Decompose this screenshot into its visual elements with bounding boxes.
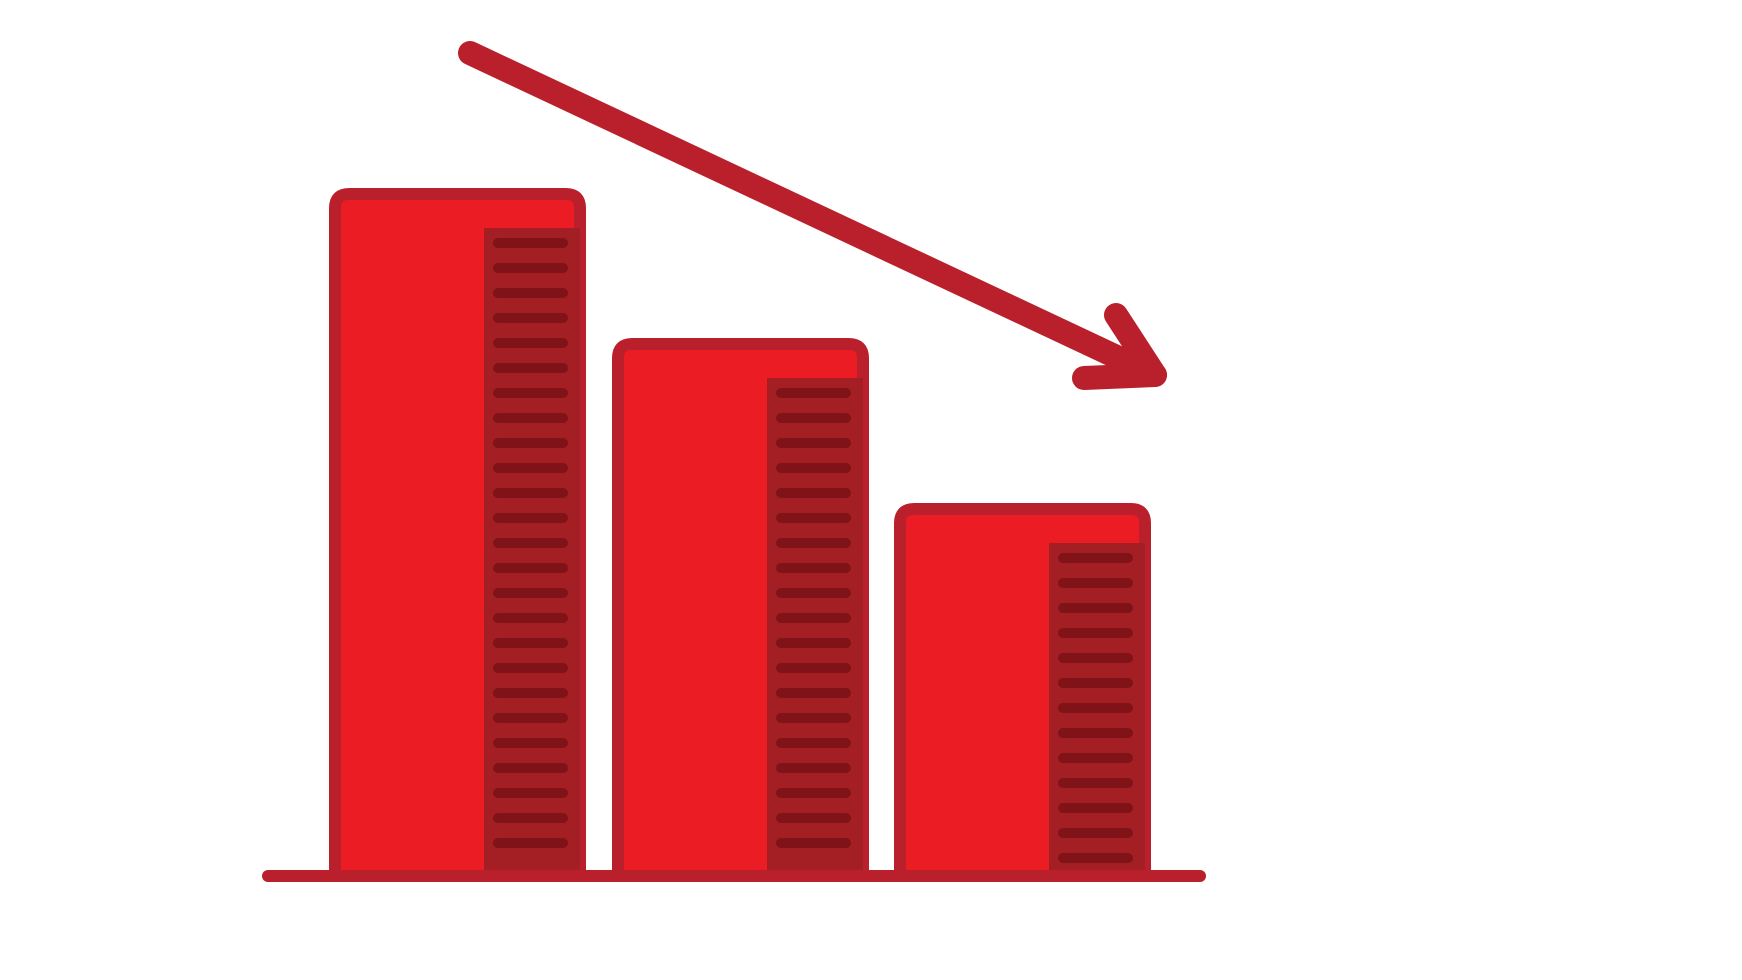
bar-3 (900, 509, 1145, 876)
bar-2-shadow (767, 378, 863, 876)
bar-1 (335, 194, 580, 876)
bar-1-shadow (484, 228, 580, 876)
chart-svg (0, 0, 1742, 980)
bar-2 (618, 344, 863, 876)
declining-bar-chart-icon (0, 0, 1742, 980)
